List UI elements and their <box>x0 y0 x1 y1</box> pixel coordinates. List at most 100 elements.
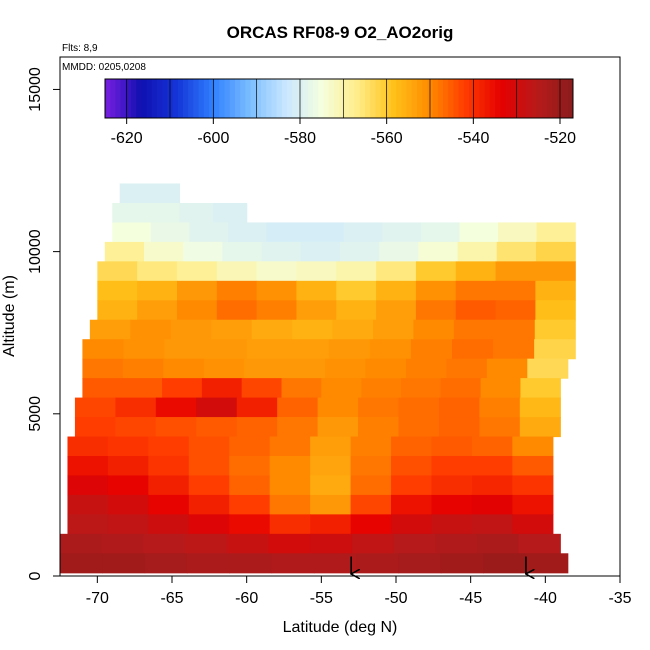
heatmap-cell <box>300 241 341 262</box>
colorbar-segment <box>406 79 413 118</box>
heatmap-cell <box>313 553 357 574</box>
colorbar-segment <box>453 79 460 118</box>
heatmap-cell <box>350 494 392 515</box>
colorbar-tick-label: -540 <box>457 130 489 147</box>
colorbar-segment <box>458 79 465 118</box>
heatmap-cell <box>104 241 145 262</box>
heatmap-cell <box>440 378 482 399</box>
colorbar-segment <box>162 79 168 118</box>
heatmap-cell <box>376 261 417 282</box>
colorbar-segment <box>255 79 262 118</box>
colorbar-segment <box>276 79 283 118</box>
heatmap-cell <box>310 455 352 477</box>
colorbar-segment <box>131 79 137 118</box>
heatmap-cell <box>495 261 536 282</box>
heatmap-cell <box>261 241 302 262</box>
colorbar-segment <box>437 79 444 118</box>
heatmap-cell <box>310 514 352 535</box>
colorbar-segment <box>344 79 350 118</box>
heatmap-cell <box>317 397 359 418</box>
colorbar-segment <box>188 79 194 118</box>
heatmap-cell <box>256 300 298 321</box>
colorbar-segment <box>313 79 319 118</box>
heatmap-cell <box>446 358 488 379</box>
heatmap-cell <box>455 300 497 321</box>
colorbar-segment <box>292 79 298 118</box>
heatmap-cell <box>391 494 433 515</box>
heatmap-cell <box>369 339 412 360</box>
heatmap-cell <box>284 358 326 379</box>
heatmap-cell <box>229 436 271 457</box>
heatmap-cell <box>82 378 123 399</box>
heatmap-cell <box>438 417 480 438</box>
heatmap-cell <box>236 417 278 438</box>
plot-frame <box>59 56 621 577</box>
heatmap-cell <box>148 436 190 457</box>
x-tick-label: -65 <box>160 590 183 607</box>
heatmap-cell <box>310 475 352 496</box>
heatmap-cell <box>415 300 457 321</box>
colorbar-segment <box>323 79 330 118</box>
heatmap-cell <box>155 397 197 418</box>
heatmap-cell <box>277 397 319 418</box>
colorbar-segment <box>250 79 257 118</box>
colorbar-tick-label: -560 <box>371 130 403 147</box>
colorbar-segment <box>536 79 543 118</box>
heatmap-cell <box>229 455 271 477</box>
colorbar-segment <box>448 79 454 118</box>
heatmap-cell <box>452 339 494 360</box>
heatmap-cell <box>534 339 576 360</box>
heatmap-cell <box>391 514 433 535</box>
heatmap-cell <box>185 533 228 554</box>
date-note: MMDD: 0205,0208 <box>62 62 146 73</box>
colorbar-segment <box>229 79 236 118</box>
heatmap-cell <box>372 319 415 340</box>
colorbar-segment <box>562 79 569 118</box>
colorbar-segment <box>209 79 215 118</box>
colorbar-segment <box>495 79 501 118</box>
heatmap-cell <box>268 533 311 554</box>
heatmap-cell <box>222 241 263 262</box>
heatmap-cell <box>479 397 521 418</box>
marker-arrows <box>351 556 526 574</box>
colorbar-segment <box>411 79 418 118</box>
colorbar-segment <box>547 79 553 118</box>
heatmap-cell <box>155 417 197 438</box>
colorbar-segment <box>339 79 345 118</box>
y-tick-label: 15000 <box>27 67 44 112</box>
heatmap-cell <box>107 455 149 477</box>
colorbar-frame <box>104 78 574 119</box>
heatmap-cell <box>148 475 190 496</box>
heatmap-cell <box>365 358 407 379</box>
heatmap-cell <box>102 553 146 574</box>
heatmap-cell <box>420 222 461 243</box>
heatmap-cell <box>97 261 138 282</box>
heatmap-cell <box>269 436 311 457</box>
heatmap-cell <box>455 280 497 301</box>
heatmap-field <box>60 183 576 574</box>
colorbar-segment <box>172 79 179 118</box>
heatmap-cell <box>512 494 554 515</box>
heatmap-cell <box>350 436 392 457</box>
colorbar-segment <box>141 79 148 118</box>
heatmap-cell <box>269 494 311 515</box>
colorbar-segment <box>271 79 278 118</box>
heatmap-cell <box>459 222 499 243</box>
heatmap-cell <box>188 455 230 477</box>
heatmap-cell <box>305 222 345 243</box>
colorbar-segment <box>396 79 402 118</box>
colorbar-segment <box>432 79 439 118</box>
colorbar-segment <box>474 79 480 118</box>
colorbar-tick-label: -580 <box>284 130 316 147</box>
heatmap-cell <box>148 455 190 477</box>
heatmap-cell <box>296 280 337 301</box>
heatmap-cell <box>256 261 298 282</box>
heatmap-cell <box>101 533 144 554</box>
heatmap-cell <box>400 378 442 399</box>
colorbar-tick-label: -620 <box>111 130 143 147</box>
colorbar-segment <box>193 79 200 118</box>
heatmap-cell <box>74 397 116 418</box>
heatmap-cell <box>498 222 538 243</box>
heatmap-cell <box>391 455 433 477</box>
heatmap-cell <box>350 514 392 535</box>
